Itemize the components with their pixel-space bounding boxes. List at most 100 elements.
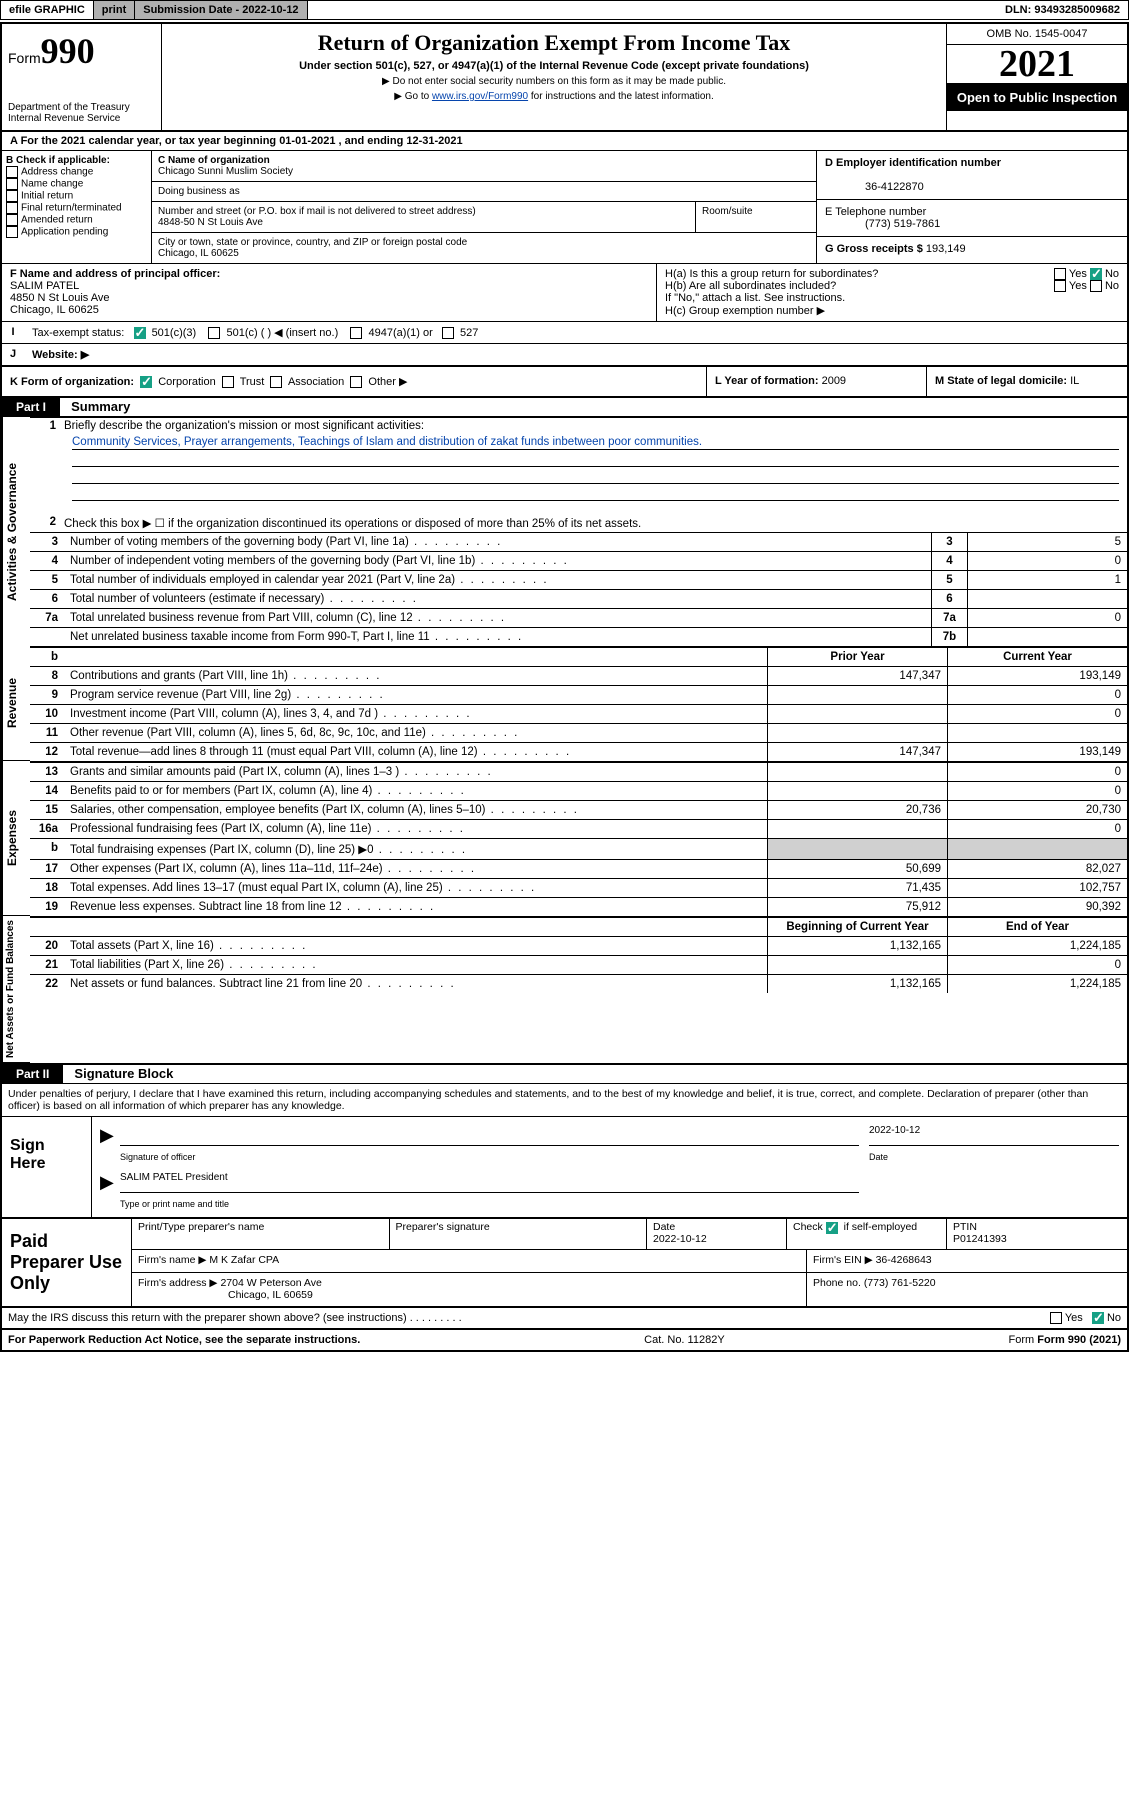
expenses-section: 13Grants and similar amounts paid (Part … (30, 761, 1127, 916)
form-note-2: ▶ Go to www.irs.gov/Form990 for instruct… (168, 91, 940, 102)
summary-line: 15Salaries, other compensation, employee… (30, 800, 1127, 819)
omb-number: OMB No. 1545-0047 (947, 24, 1127, 45)
revenue-section: b Prior Year Current Year 8Contributions… (30, 646, 1127, 761)
summary-line: 11Other revenue (Part VIII, column (A), … (30, 723, 1127, 742)
summary-line: 21Total liabilities (Part X, line 26)0 (30, 955, 1127, 974)
gross-receipts-cell: G Gross receipts $ 193,149 (817, 237, 1127, 261)
discuss-yes-checkbox[interactable] (1050, 1312, 1062, 1324)
org-name-cell: C Name of organization Chicago Sunni Mus… (152, 151, 816, 182)
print-button[interactable]: print (94, 1, 135, 19)
perjury-statement: Under penalties of perjury, I declare th… (2, 1084, 1127, 1117)
checkbox-address-change[interactable]: Address change (6, 166, 147, 178)
summary-line: 22Net assets or fund balances. Subtract … (30, 974, 1127, 993)
box-f-h: F Name and address of principal officer:… (2, 264, 1127, 322)
toolbar-spacer (308, 7, 997, 13)
box-klm: K Form of organization: Corporation Trus… (2, 367, 1127, 398)
501c3-checkbox[interactable] (134, 327, 146, 339)
ha-no-checkbox[interactable] (1090, 268, 1102, 280)
tax-year: 2021 (947, 45, 1127, 84)
arrow-icon: ▶ (100, 1125, 120, 1146)
officer-name: SALIM PATEL (10, 280, 79, 292)
preparer-row-3: Firm's address ▶ 2704 W Peterson AveChic… (132, 1273, 1127, 1307)
vlabel-governance: Activities & Governance (2, 417, 30, 646)
self-employed-checkbox[interactable] (826, 1222, 838, 1234)
other-checkbox[interactable] (350, 376, 362, 388)
summary-line: 3Number of voting members of the governi… (30, 532, 1127, 551)
box-k: K Form of organization: Corporation Trus… (2, 367, 707, 396)
box-b: B Check if applicable: Address change Na… (2, 151, 152, 263)
preparer-row-2: Firm's name ▶ M K Zafar CPA Firm's EIN ▶… (132, 1250, 1127, 1273)
summary-line: 6Total number of volunteers (estimate if… (30, 589, 1127, 608)
box-j: J Website: ▶ (2, 344, 1127, 367)
paid-preparer-block: Paid Preparer Use Only Print/Type prepar… (2, 1219, 1127, 1308)
dba-cell: Doing business as (152, 182, 816, 202)
part-ii-header: Part II Signature Block (2, 1065, 1127, 1084)
form-number: Form990 (8, 30, 155, 72)
summary-table: Activities & Governance 1Briefly describ… (2, 417, 1127, 1065)
ein-value: 36-4122870 (825, 181, 924, 193)
street-cell: Number and street (or P.O. box if mail i… (152, 202, 696, 233)
form-header: Form990 Department of the Treasury Inter… (2, 24, 1127, 132)
summary-line: 4Number of independent voting members of… (30, 551, 1127, 570)
summary-line: 14Benefits paid to or for members (Part … (30, 781, 1127, 800)
summary-line: 7aTotal unrelated business revenue from … (30, 608, 1127, 627)
top-toolbar: efile GRAPHIC print Submission Date - 20… (0, 0, 1129, 20)
mission-text: Community Services, Prayer arrangements,… (30, 434, 1127, 506)
checkbox-final-return[interactable]: Final return/terminated (6, 202, 147, 214)
box-m: M State of legal domicile: IL (927, 367, 1127, 396)
paid-preparer-label: Paid Preparer Use Only (2, 1219, 132, 1306)
summary-line: 13Grants and similar amounts paid (Part … (30, 762, 1127, 781)
preparer-table: Print/Type preparer's name Preparer's si… (132, 1219, 1127, 1306)
dept-label: Department of the Treasury Internal Reve… (8, 102, 155, 124)
vlabel-net-assets: Net Assets or Fund Balances (2, 916, 30, 1063)
entity-block: B Check if applicable: Address change Na… (2, 151, 1127, 264)
checkbox-amended-return[interactable]: Amended return (6, 214, 147, 226)
ha-yes-checkbox[interactable] (1054, 268, 1066, 280)
signature-line[interactable] (120, 1125, 859, 1146)
sign-here-label: Sign Here (2, 1117, 92, 1217)
efile-label: efile GRAPHIC (1, 1, 94, 19)
irs-link[interactable]: www.irs.gov/Form990 (432, 91, 528, 102)
hb-no-checkbox[interactable] (1090, 280, 1102, 292)
summary-line: 10Investment income (Part VIII, column (… (30, 704, 1127, 723)
form-frame: Form990 Department of the Treasury Inter… (0, 22, 1129, 1352)
summary-line: 9Program service revenue (Part VIII, lin… (30, 685, 1127, 704)
form-subtitle: Under section 501(c), 527, or 4947(a)(1)… (168, 60, 940, 72)
submission-date-button[interactable]: Submission Date - 2022-10-12 (135, 1, 307, 19)
checkbox-initial-return[interactable]: Initial return (6, 190, 147, 202)
checkbox-application-pending[interactable]: Application pending (6, 226, 147, 238)
box-f: F Name and address of principal officer:… (2, 264, 657, 321)
summary-line: 12Total revenue—add lines 8 through 11 (… (30, 742, 1127, 761)
corp-checkbox[interactable] (140, 376, 152, 388)
officer-typed-name: SALIM PATEL President (120, 1172, 859, 1193)
phone-value: (773) 519-7861 (825, 218, 940, 230)
checkbox-name-change[interactable]: Name change (6, 178, 147, 190)
501c-checkbox[interactable] (208, 327, 220, 339)
part-i-header: Part I Summary (2, 398, 1127, 417)
ein-cell: D Employer identification number 36-4122… (817, 151, 1127, 200)
assoc-checkbox[interactable] (270, 376, 282, 388)
street-address: 4848-50 N St Louis Ave (158, 217, 263, 228)
summary-line: 8Contributions and grants (Part VIII, li… (30, 666, 1127, 685)
revenue-header-row: b Prior Year Current Year (30, 647, 1127, 666)
dln-label: DLN: 93493285009682 (997, 1, 1128, 19)
form-title: Return of Organization Exempt From Incom… (168, 30, 940, 56)
arrow-icon: ▶ (100, 1172, 120, 1193)
org-name: Chicago Sunni Muslim Society (158, 166, 293, 177)
summary-line: Net unrelated business taxable income fr… (30, 627, 1127, 646)
box-i: I Tax-exempt status: 501(c)(3) 501(c) ( … (2, 322, 1127, 344)
discuss-no-checkbox[interactable] (1092, 1312, 1104, 1324)
box-h: H(a) Is this a group return for subordin… (657, 264, 1127, 321)
trust-checkbox[interactable] (222, 376, 234, 388)
4947-checkbox[interactable] (350, 327, 362, 339)
527-checkbox[interactable] (442, 327, 454, 339)
hb-yes-checkbox[interactable] (1054, 280, 1066, 292)
form-note-1: ▶ Do not enter social security numbers o… (168, 76, 940, 87)
box-b-header: B Check if applicable: (6, 155, 147, 166)
open-to-public: Open to Public Inspection (947, 84, 1127, 111)
room-suite-cell: Room/suite (696, 202, 816, 233)
governance-section: 1Briefly describe the organization's mis… (30, 417, 1127, 646)
summary-line: 18Total expenses. Add lines 13–17 (must … (30, 878, 1127, 897)
box-l: L Year of formation: 2009 (707, 367, 927, 396)
signature-date: 2022-10-12 (869, 1125, 1119, 1146)
